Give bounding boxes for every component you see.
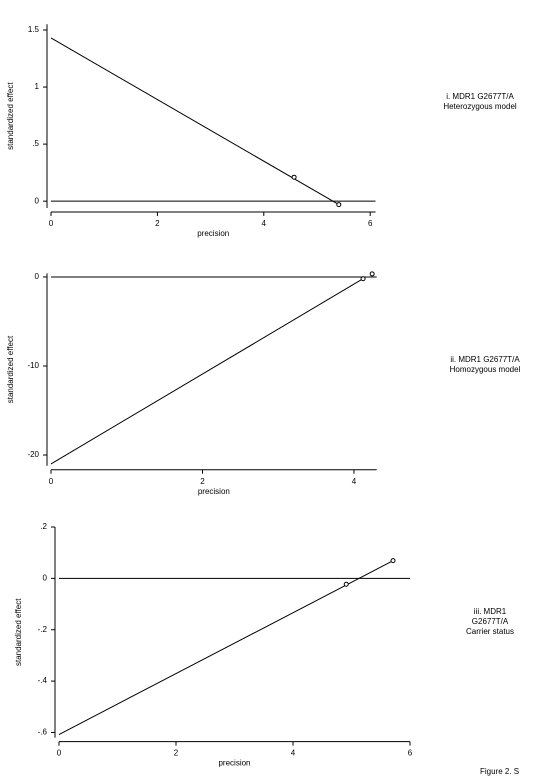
x-axis-label: precision [197, 229, 229, 238]
y-tick-label: -.2 [38, 625, 48, 634]
x-tick-label: 6 [368, 219, 373, 228]
fit-line [50, 278, 364, 465]
x-axis-label: precision [198, 487, 230, 496]
annotation: i. MDR1 G2677T/A [446, 92, 514, 101]
point [369, 271, 375, 277]
y-tick-label: 0 [35, 272, 40, 281]
annotation: G2677T/A [472, 617, 509, 626]
point [336, 202, 342, 208]
x-axis-label: precision [218, 759, 250, 768]
y-tick-label: -10 [27, 361, 39, 370]
point [360, 276, 366, 282]
point [343, 581, 349, 587]
y-tick-label: 0 [35, 196, 40, 205]
x-tick-label: 0 [49, 219, 54, 228]
y-tick-label: .2 [40, 522, 47, 531]
fit-line [58, 560, 394, 735]
figure-label: Figure 2. S [480, 767, 519, 776]
annotation: iii. MDR1 [474, 607, 507, 616]
x-tick-label: 0 [49, 477, 54, 486]
x-tick-label: 2 [200, 477, 205, 486]
y-tick-label: -20 [27, 450, 39, 459]
y-tick-label: -.4 [38, 676, 48, 685]
annotation: Heterozygous model [443, 102, 517, 111]
fit-line [50, 37, 340, 206]
y-tick-label: -.6 [38, 728, 48, 737]
y-tick-label: 0 [43, 573, 48, 582]
x-tick-label: 2 [155, 219, 160, 228]
x-tick-label: 0 [57, 749, 62, 758]
y-tick-label: .5 [32, 139, 39, 148]
annotation: Carrier status [466, 627, 514, 636]
x-tick-label: 4 [291, 749, 296, 758]
y-tick-label: 1 [35, 82, 40, 91]
x-tick-label: 4 [262, 219, 267, 228]
y-axis-label: standardized effect [6, 335, 15, 403]
annotation: ii. MDR1 G2677T/A [450, 355, 520, 364]
point [390, 558, 396, 564]
x-tick-label: 4 [352, 477, 357, 486]
y-axis-label: standardized effect [6, 82, 15, 150]
y-axis-label: standardized effect [14, 598, 23, 666]
x-tick-label: 6 [408, 749, 413, 758]
point [291, 174, 297, 180]
x-tick-label: 2 [174, 749, 179, 758]
annotation: Homozygous model [450, 365, 521, 374]
y-tick-label: 1.5 [28, 25, 40, 34]
